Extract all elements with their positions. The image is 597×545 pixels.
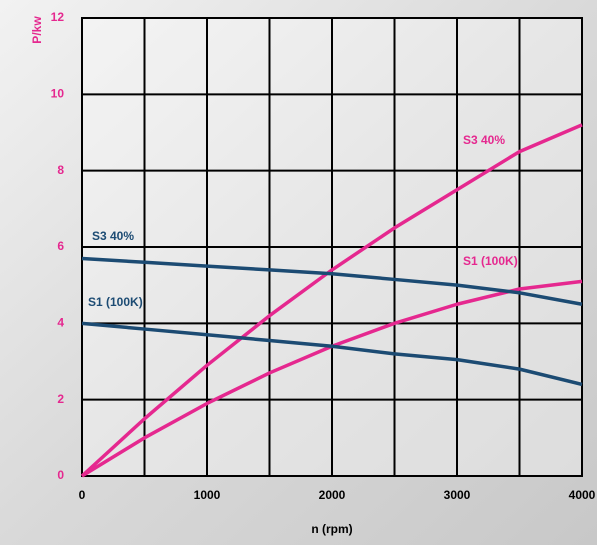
y-tick-label: 6 xyxy=(57,239,64,253)
x-tick-label: 4000 xyxy=(569,488,596,502)
y-tick-label: 8 xyxy=(57,163,64,177)
series-label: S1 (100K) xyxy=(88,295,143,309)
series-line xyxy=(81,256,583,306)
y-axis-label: P/kw xyxy=(30,16,44,44)
x-tick-label: 0 xyxy=(79,488,86,502)
y-tick-label: 2 xyxy=(57,392,64,406)
y-tick-label: 4 xyxy=(57,316,64,330)
series-label: S3 40% xyxy=(463,133,505,147)
series-line xyxy=(81,321,583,387)
y-tick-label: 10 xyxy=(51,87,65,101)
y-tick-label: 0 xyxy=(57,468,64,482)
x-axis-label: n (rpm) xyxy=(311,522,352,536)
x-tick-label: 1000 xyxy=(194,488,221,502)
series-label: S1 (100K) xyxy=(463,254,518,268)
x-tick-label: 2000 xyxy=(319,488,346,502)
series-label: S3 40% xyxy=(92,229,134,243)
y-tick-label: 12 xyxy=(51,10,65,24)
series-line xyxy=(80,123,583,478)
x-tick-label: 3000 xyxy=(444,488,471,502)
